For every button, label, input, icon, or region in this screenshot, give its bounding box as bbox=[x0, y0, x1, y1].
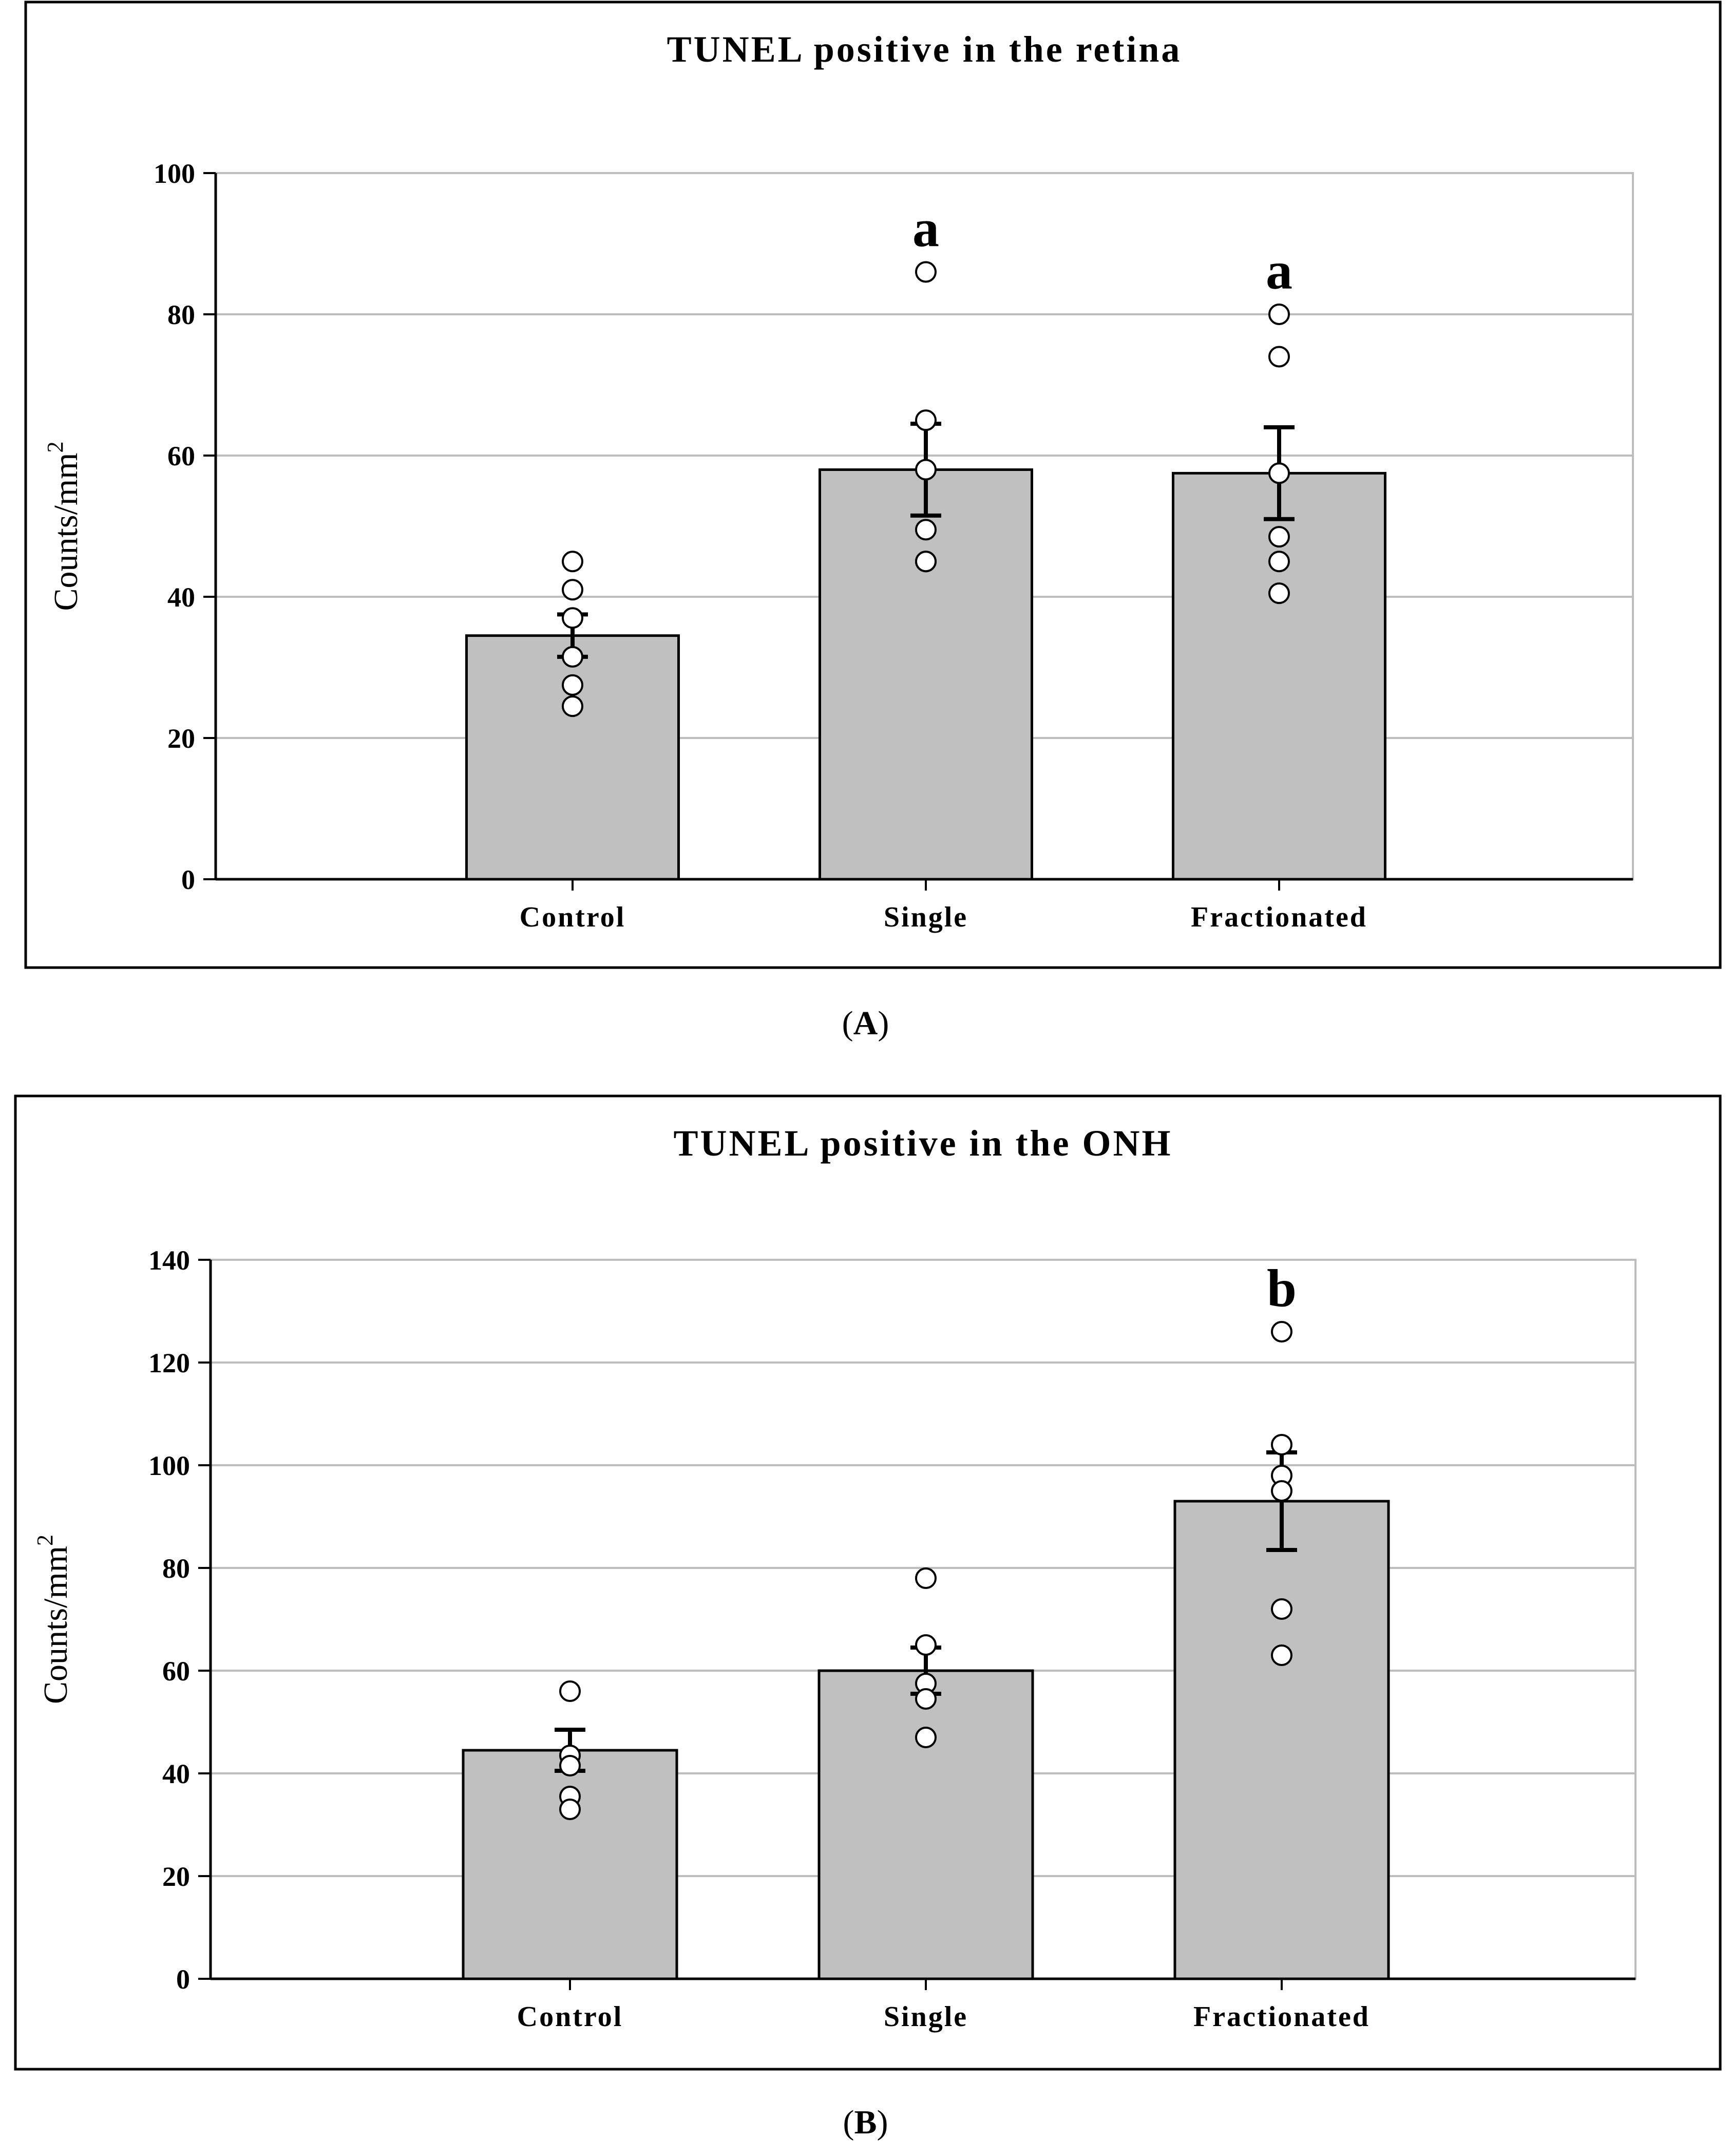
x-tick-label: Control bbox=[517, 2001, 623, 2033]
data-point bbox=[1271, 1644, 1292, 1666]
data-point bbox=[1271, 1480, 1292, 1502]
data-point bbox=[1268, 551, 1290, 573]
data-point bbox=[562, 579, 583, 601]
y-axis-label: Counts/mm2 bbox=[32, 1535, 74, 1704]
y-tick-label: 20 bbox=[167, 723, 195, 754]
data-point bbox=[1271, 1321, 1292, 1342]
y-tick-label: 120 bbox=[148, 1348, 190, 1378]
x-tick-label: Fractionated bbox=[1193, 2001, 1370, 2033]
significance-label: a bbox=[1266, 241, 1292, 300]
bar bbox=[1172, 471, 1386, 881]
panel-label-b: (B) bbox=[843, 2104, 888, 2141]
y-tick-label: 80 bbox=[162, 1553, 190, 1584]
y-tick-label: 100 bbox=[148, 1450, 190, 1481]
chart-panel-a: TUNEL positive in the retina 0 20 40 60 80 100… bbox=[24, 1, 1722, 969]
bar bbox=[1173, 1500, 1390, 1980]
chart-title: TUNEL positive in the ONH bbox=[673, 1123, 1172, 1164]
y-tick-label: 0 bbox=[181, 864, 195, 895]
significance-label: b bbox=[1267, 1259, 1297, 1318]
data-point bbox=[915, 519, 937, 541]
y-tick-label: 60 bbox=[167, 441, 195, 471]
data-point bbox=[1271, 1434, 1292, 1455]
data-point bbox=[1268, 346, 1290, 368]
data-point bbox=[1268, 304, 1290, 325]
x-tick-label: Single bbox=[884, 901, 968, 933]
bar bbox=[465, 634, 680, 881]
data-point bbox=[915, 1634, 937, 1656]
data-point bbox=[915, 261, 937, 283]
data-point bbox=[1271, 1598, 1292, 1620]
significance-label: a bbox=[912, 199, 939, 258]
data-point bbox=[562, 674, 583, 696]
data-point bbox=[915, 459, 937, 481]
data-point bbox=[559, 1799, 581, 1820]
y-tick-label: 20 bbox=[162, 1861, 190, 1892]
y-tick-label: 40 bbox=[167, 582, 195, 613]
data-point bbox=[915, 1688, 937, 1710]
x-tick-label: Fractionated bbox=[1191, 901, 1367, 933]
y-tick-label: 0 bbox=[176, 1964, 190, 1995]
x-tick-label: Control bbox=[520, 901, 626, 933]
x-tick-label: Single bbox=[884, 2001, 968, 2033]
chart-panel-b: TUNEL positive in the ONH 0 20 40 60 80 100 120… bbox=[14, 1094, 1722, 2071]
y-tick-label: 140 bbox=[148, 1245, 190, 1276]
data-point bbox=[1268, 462, 1290, 484]
data-point bbox=[915, 551, 937, 573]
data-point bbox=[1268, 526, 1290, 548]
data-point bbox=[915, 409, 937, 431]
data-point bbox=[915, 1567, 937, 1589]
chart-title: TUNEL positive in the retina bbox=[667, 29, 1182, 70]
data-point bbox=[559, 1755, 581, 1776]
y-tick-label: 40 bbox=[162, 1758, 190, 1789]
bar bbox=[817, 1669, 1034, 1980]
data-point bbox=[562, 607, 583, 629]
y-tick-label: 100 bbox=[154, 158, 195, 189]
data-point bbox=[562, 695, 583, 717]
y-tick-label: 60 bbox=[162, 1656, 190, 1687]
bar bbox=[462, 1749, 678, 1980]
y-tick-label: 80 bbox=[167, 299, 195, 330]
panel-label-a: (A) bbox=[842, 1005, 889, 1042]
data-point bbox=[562, 551, 583, 573]
data-point bbox=[562, 646, 583, 668]
data-point bbox=[1268, 582, 1290, 604]
y-axis-label: Counts/mm2 bbox=[43, 441, 85, 611]
data-point bbox=[915, 1727, 937, 1748]
data-point bbox=[559, 1680, 581, 1702]
